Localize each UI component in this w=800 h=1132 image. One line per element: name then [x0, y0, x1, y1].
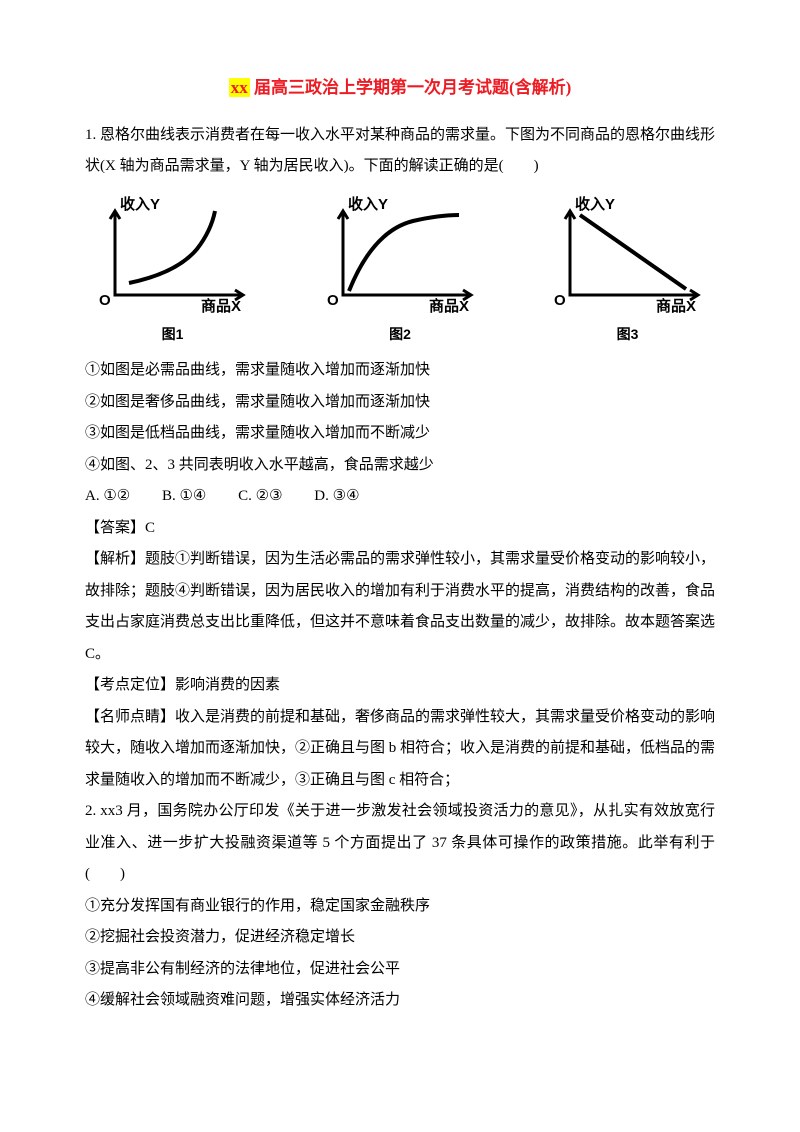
chart-3-label: 图3: [617, 320, 639, 349]
opt-d: D. ③④: [314, 488, 359, 504]
q1-answer: 【答案】C: [85, 513, 715, 545]
q1-ms: 【名师点睛】收入是消费的前提和基础，奢侈商品的需求弹性较大，其需求量受价格变动的…: [85, 702, 715, 797]
opt-c: C. ②③: [238, 488, 282, 504]
q2-stem: 2. xx3 月，国务院办公厅印发《关于进一步激发社会领域投资活力的意见》，从扎…: [85, 796, 715, 891]
q2-s2: ②挖掘社会投资潜力，促进经济稳定增长: [85, 922, 715, 954]
origin-label: O: [554, 292, 566, 309]
q2-s4: ④缓解社会领域融资难问题，增强实体经济活力: [85, 985, 715, 1017]
origin-label: O: [327, 292, 339, 309]
x-axis-label: 商品X: [201, 297, 241, 315]
page-title: xx 届高三政治上学期第一次月考试题(含解析): [85, 70, 715, 106]
title-rest: 届高三政治上学期第一次月考试题(含解析): [250, 78, 572, 97]
chart-2: 收入Y O 商品X 图2: [313, 193, 488, 349]
q1-kd: 【考点定位】影响消费的因素: [85, 670, 715, 702]
chart-3-svg: 收入Y O 商品X: [540, 193, 715, 318]
curve-3: [580, 215, 686, 289]
x-axis-label: 商品X: [656, 297, 696, 315]
q1-s4: ④如图、2、3 共同表明收入水平越高，食品需求越少: [85, 450, 715, 482]
q1-stem: 1. 恩格尔曲线表示消费者在每一收入水平对某种商品的需求量。下图为不同商品的恩格…: [85, 120, 715, 183]
chart-1-svg: 收入Y O 商品X: [85, 193, 260, 318]
q1-s1: ①如图是必需品曲线，需求量随收入增加而逐渐加快: [85, 355, 715, 387]
q1-s2: ②如图是奢侈品曲线，需求量随收入增加而逐渐加快: [85, 387, 715, 419]
curve-2: [349, 215, 459, 291]
chart-3: 收入Y O 商品X 图3: [540, 193, 715, 349]
charts-row: 收入Y O 商品X 图1 收入Y O 商品X 图2 收入Y O: [85, 193, 715, 349]
opt-b: B. ①④: [162, 488, 206, 504]
chart-1: 收入Y O 商品X 图1: [85, 193, 260, 349]
title-highlight: xx: [229, 78, 250, 97]
q2-s3: ③提高非公有制经济的法律地位，促进社会公平: [85, 954, 715, 986]
chart-2-label: 图2: [389, 320, 411, 349]
q1-s3: ③如图是低档品曲线，需求量随收入增加而不断减少: [85, 418, 715, 450]
chart-1-label: 图1: [162, 320, 184, 349]
y-axis-label: 收入Y: [120, 195, 160, 213]
q1-options: A. ①② B. ①④ C. ②③ D. ③④: [85, 481, 715, 513]
y-axis-label: 收入Y: [575, 195, 615, 213]
q2-s1: ①充分发挥国有商业银行的作用，稳定国家金融秩序: [85, 891, 715, 923]
chart-2-svg: 收入Y O 商品X: [313, 193, 488, 318]
q1-explain: 【解析】题肢①判断错误，因为生活必需品的需求弹性较小，其需求量受价格变动的影响较…: [85, 544, 715, 670]
curve-1: [129, 211, 215, 283]
x-axis-label: 商品X: [429, 297, 469, 315]
y-axis-label: 收入Y: [348, 195, 388, 213]
opt-a: A. ①②: [85, 488, 130, 504]
origin-label: O: [99, 292, 111, 309]
